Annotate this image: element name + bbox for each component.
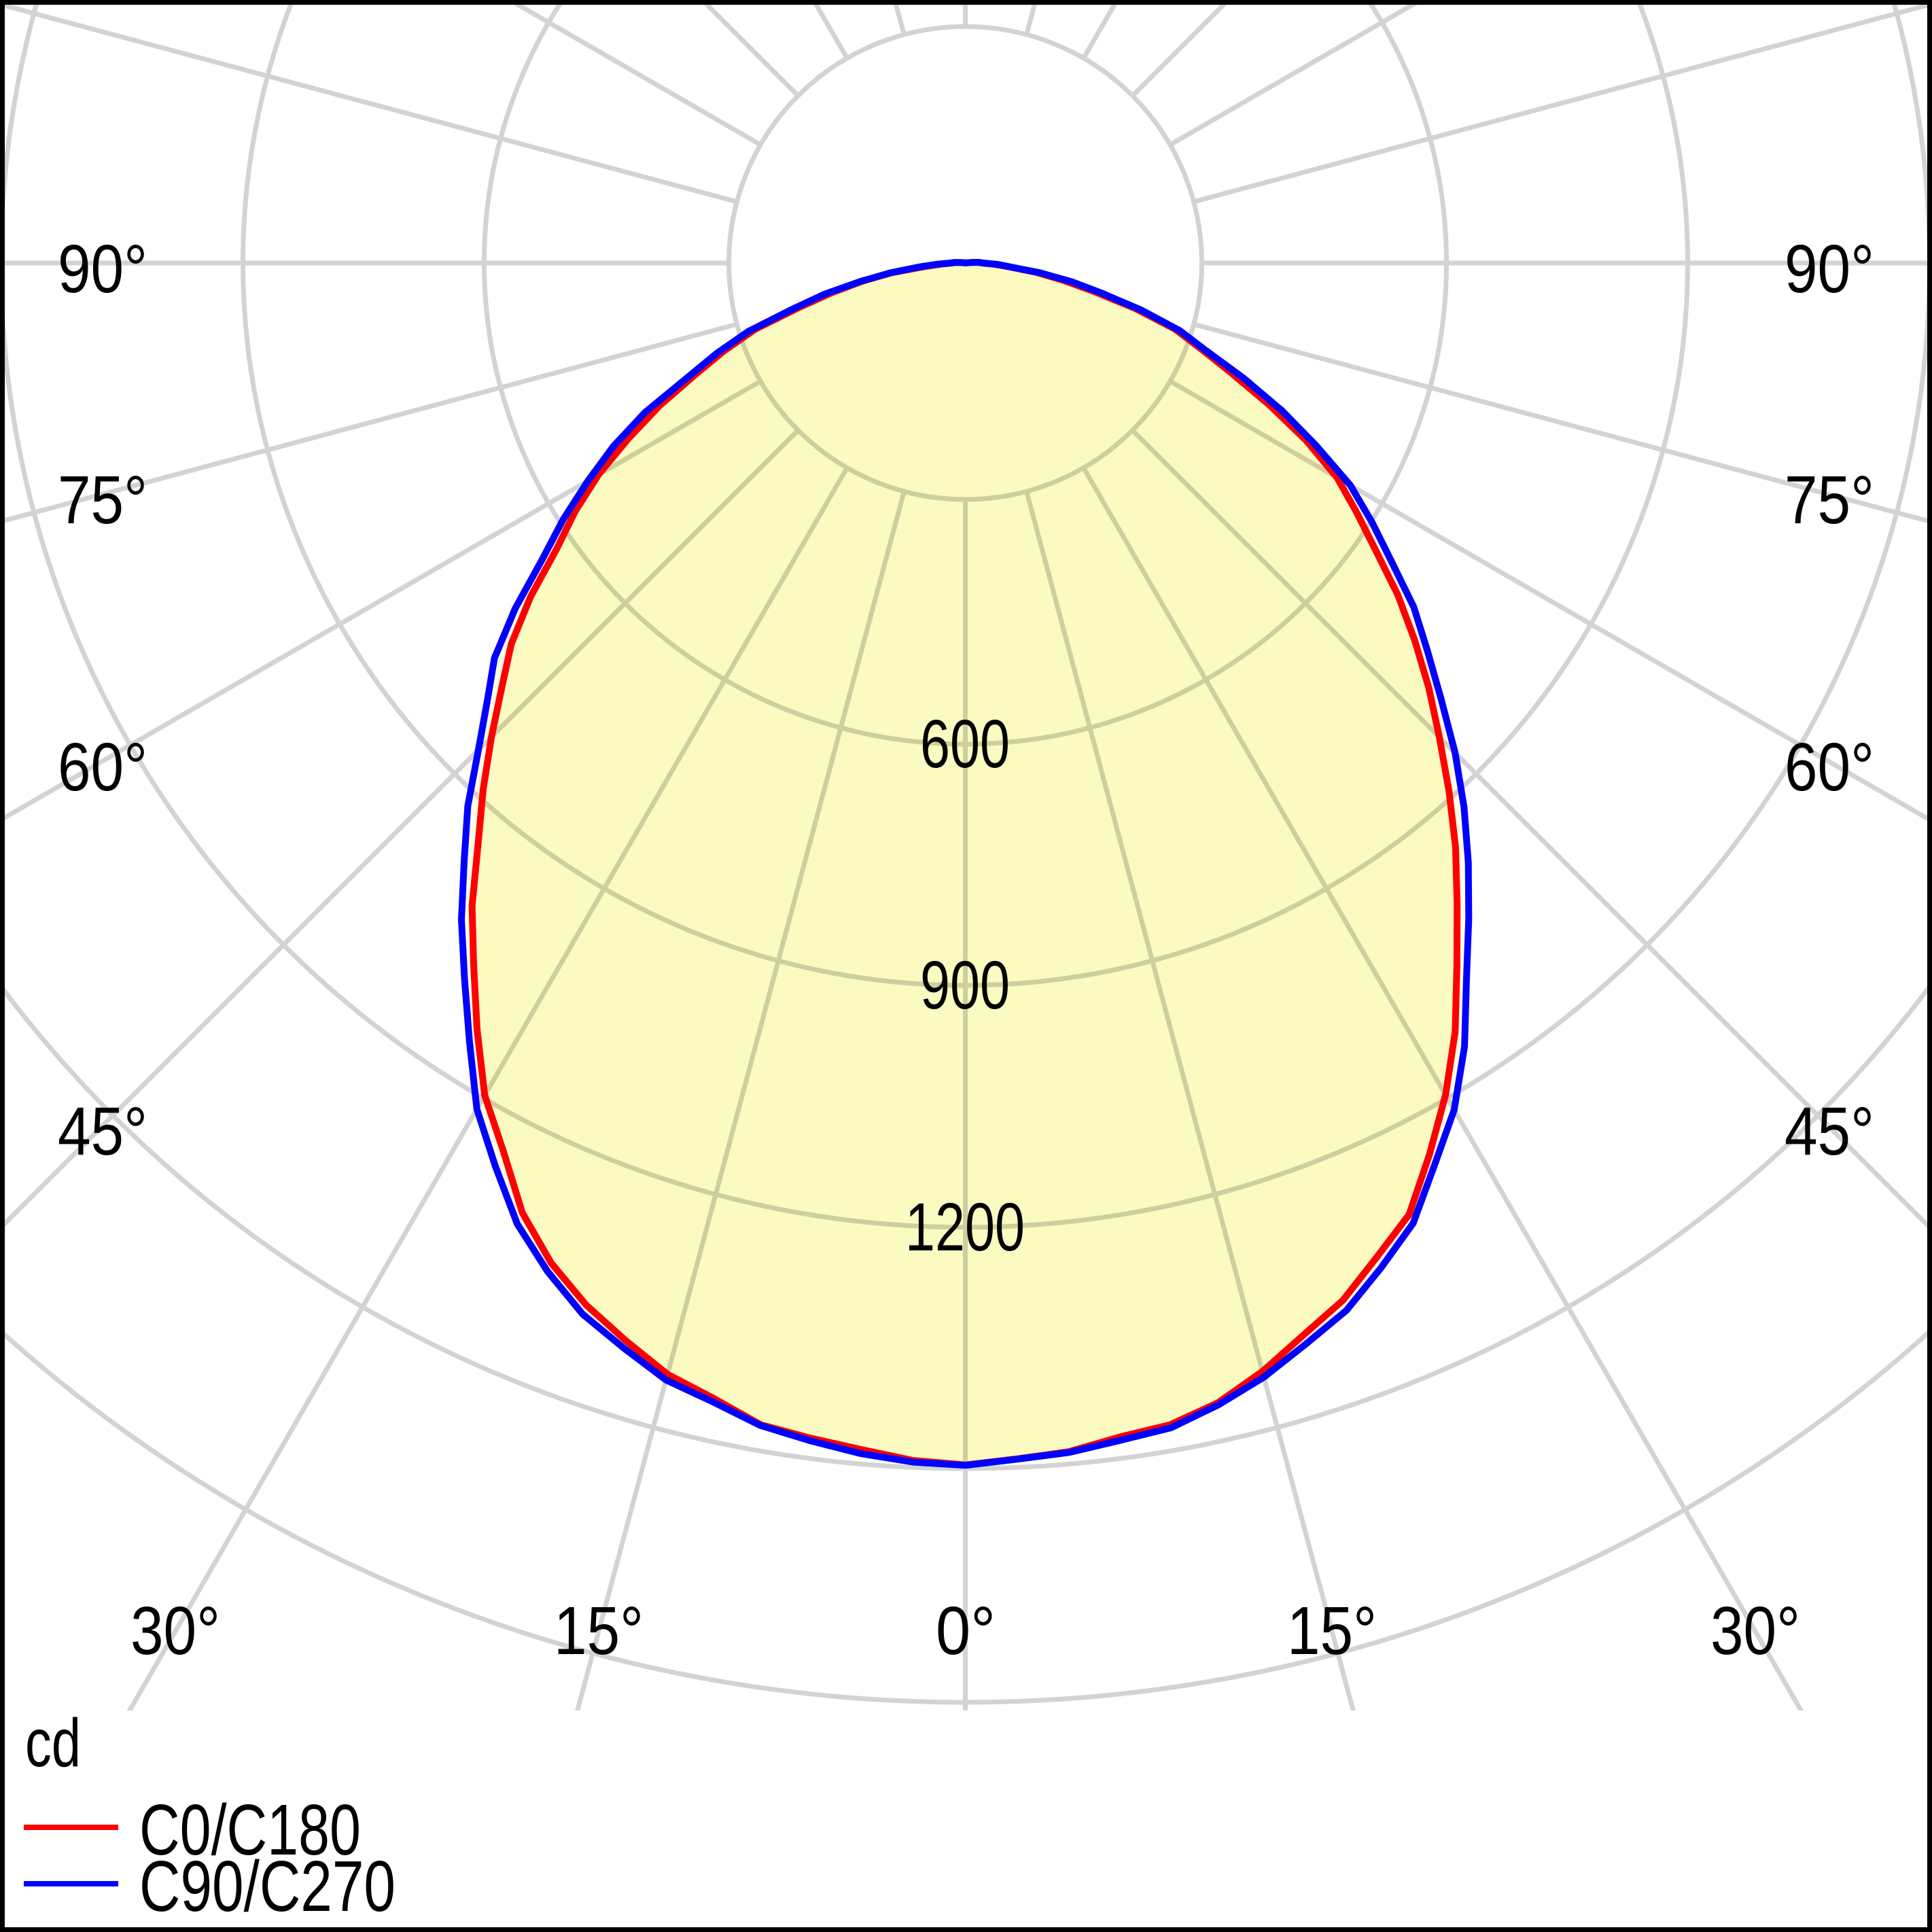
svg-text:60°: 60° bbox=[1785, 729, 1874, 805]
svg-text:0°: 0° bbox=[936, 1593, 996, 1669]
svg-text:900: 900 bbox=[920, 947, 1010, 1023]
svg-text:90°: 90° bbox=[1785, 231, 1874, 307]
svg-text:600: 600 bbox=[920, 706, 1010, 782]
svg-text:cd: cd bbox=[25, 1705, 81, 1781]
svg-text:45°: 45° bbox=[58, 1093, 147, 1170]
svg-text:75°: 75° bbox=[58, 462, 147, 538]
svg-text:15°: 15° bbox=[1287, 1593, 1377, 1669]
svg-text:30°: 30° bbox=[1710, 1593, 1800, 1669]
svg-text:C90/C270: C90/C270 bbox=[139, 1846, 396, 1927]
svg-text:15°: 15° bbox=[554, 1593, 644, 1669]
svg-text:1200: 1200 bbox=[905, 1189, 1025, 1265]
svg-text:C0/C180: C0/C180 bbox=[139, 1790, 361, 1870]
svg-text:30°: 30° bbox=[130, 1593, 220, 1669]
svg-text:45°: 45° bbox=[1785, 1093, 1874, 1170]
svg-text:75°: 75° bbox=[1785, 462, 1874, 538]
svg-text:60°: 60° bbox=[58, 729, 147, 805]
svg-text:90°: 90° bbox=[58, 231, 147, 307]
